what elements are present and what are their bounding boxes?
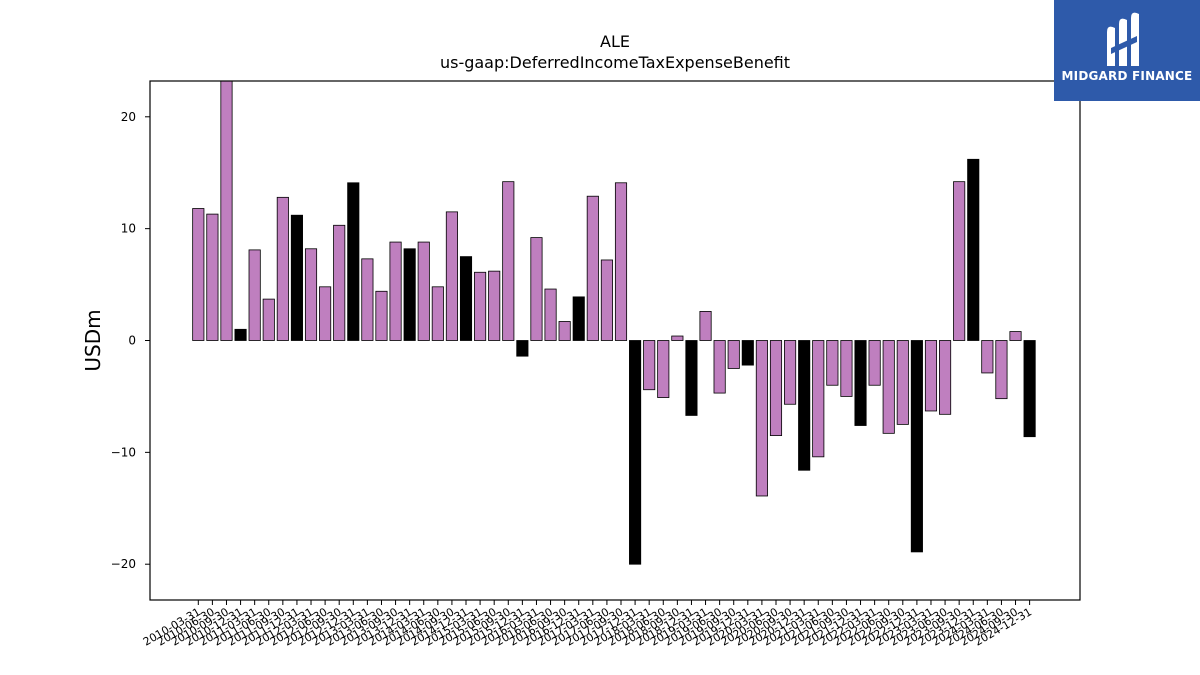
bar-2011-03-31 bbox=[248, 249, 261, 341]
bar-2023-03-31 bbox=[924, 340, 938, 412]
bar-2010-06-30 bbox=[206, 213, 219, 341]
midgard-finance-logo: MIDGARD FINANCE bbox=[1054, 0, 1200, 101]
logo-text: MIDGARD FINANCE bbox=[1061, 69, 1193, 83]
bar-2017-03-31 bbox=[586, 195, 599, 341]
bar-2023-06-30 bbox=[939, 340, 952, 415]
bar-2022-03-31 bbox=[868, 340, 881, 386]
y-axis: −20 −10 0 10 20 bbox=[111, 110, 150, 571]
bar-2017-12-31 bbox=[629, 340, 642, 565]
bar-2015-06-30 bbox=[488, 270, 501, 341]
y-tick-label: −10 bbox=[111, 445, 136, 459]
bar-2024-12-31 bbox=[1023, 340, 1036, 438]
bar-2020-03-31 bbox=[755, 340, 768, 497]
y-tick-label: 10 bbox=[121, 222, 136, 236]
bar-2014-12-31 bbox=[459, 256, 473, 341]
bar-2010-12-31 bbox=[234, 328, 247, 341]
bar-2014-03-31 bbox=[417, 241, 430, 341]
bar-2019-06-30 bbox=[713, 340, 726, 394]
bar-2024-06-30 bbox=[995, 340, 1008, 400]
bar-2013-12-31 bbox=[403, 248, 416, 341]
bar-2010-09-30 bbox=[220, 80, 233, 341]
bar-2019-03-31 bbox=[699, 311, 712, 341]
bar-2016-06-30 bbox=[544, 288, 557, 341]
bar-2020-09-30 bbox=[784, 340, 797, 405]
bar-2022-12-31 bbox=[910, 340, 923, 553]
bar-2021-09-30 bbox=[840, 340, 853, 397]
bar-2019-09-30 bbox=[727, 340, 740, 369]
y-axis-label: USDm bbox=[81, 309, 105, 371]
y-tick-label: 20 bbox=[121, 110, 136, 124]
bar-2022-06-30 bbox=[882, 340, 895, 434]
bar-2023-12-31 bbox=[967, 158, 980, 341]
bar-2013-03-31 bbox=[361, 258, 374, 341]
bar-2018-09-30 bbox=[671, 335, 684, 341]
bar-2018-03-31 bbox=[643, 340, 656, 391]
bar-2017-06-30 bbox=[600, 259, 613, 341]
bar-2018-06-30 bbox=[657, 340, 670, 398]
bar-2015-03-31 bbox=[474, 271, 487, 341]
bar-2015-09-30 bbox=[502, 181, 515, 341]
plot-frame bbox=[149, 80, 1081, 601]
bar-2018-12-31 bbox=[685, 340, 698, 416]
y-tick-label: −20 bbox=[111, 557, 136, 571]
bar-2012-12-31 bbox=[347, 182, 360, 341]
bar-2012-06-30 bbox=[319, 286, 332, 341]
bar-2013-06-30 bbox=[375, 290, 388, 341]
bar-2023-09-30 bbox=[953, 181, 966, 341]
bar-2021-12-31 bbox=[854, 340, 867, 426]
bar-2016-09-30 bbox=[558, 321, 571, 341]
bar-2024-09-30 bbox=[1009, 331, 1022, 341]
y-tick-label: 0 bbox=[128, 334, 136, 348]
midgard-logo-mark-icon bbox=[1107, 12, 1139, 67]
bar-2015-12-31 bbox=[516, 340, 529, 357]
bar-2012-09-30 bbox=[333, 224, 346, 341]
bar-2021-03-31 bbox=[812, 340, 825, 458]
bar-2017-09-30 bbox=[614, 182, 628, 341]
bar-2010-03-31 bbox=[192, 208, 205, 341]
bar-2022-09-30 bbox=[896, 340, 909, 425]
chart-title: ALE bbox=[600, 32, 630, 51]
bar-2012-03-31 bbox=[304, 248, 318, 341]
x-axis: 2010-03-312010-06-302010-09-302010-12-31… bbox=[141, 600, 1034, 649]
bar-2020-12-31 bbox=[798, 340, 811, 471]
bar-2011-12-31 bbox=[290, 214, 303, 341]
bar-2014-06-30 bbox=[431, 286, 444, 341]
bar-2016-03-31 bbox=[530, 237, 543, 341]
bar-2011-06-30 bbox=[262, 298, 275, 341]
bar-2024-03-31 bbox=[981, 340, 994, 374]
bar-2011-09-30 bbox=[276, 196, 289, 341]
bar-2020-06-30 bbox=[769, 340, 783, 436]
bar-2014-09-30 bbox=[445, 211, 458, 341]
bars bbox=[192, 80, 1036, 565]
bar-2021-06-30 bbox=[826, 340, 839, 386]
chart-subtitle: us-gaap:DeferredIncomeTaxExpenseBenefit bbox=[439, 53, 791, 72]
bar-2013-09-30 bbox=[389, 241, 402, 341]
bar-2019-12-31 bbox=[741, 340, 754, 366]
bar-2016-12-31 bbox=[572, 296, 585, 341]
